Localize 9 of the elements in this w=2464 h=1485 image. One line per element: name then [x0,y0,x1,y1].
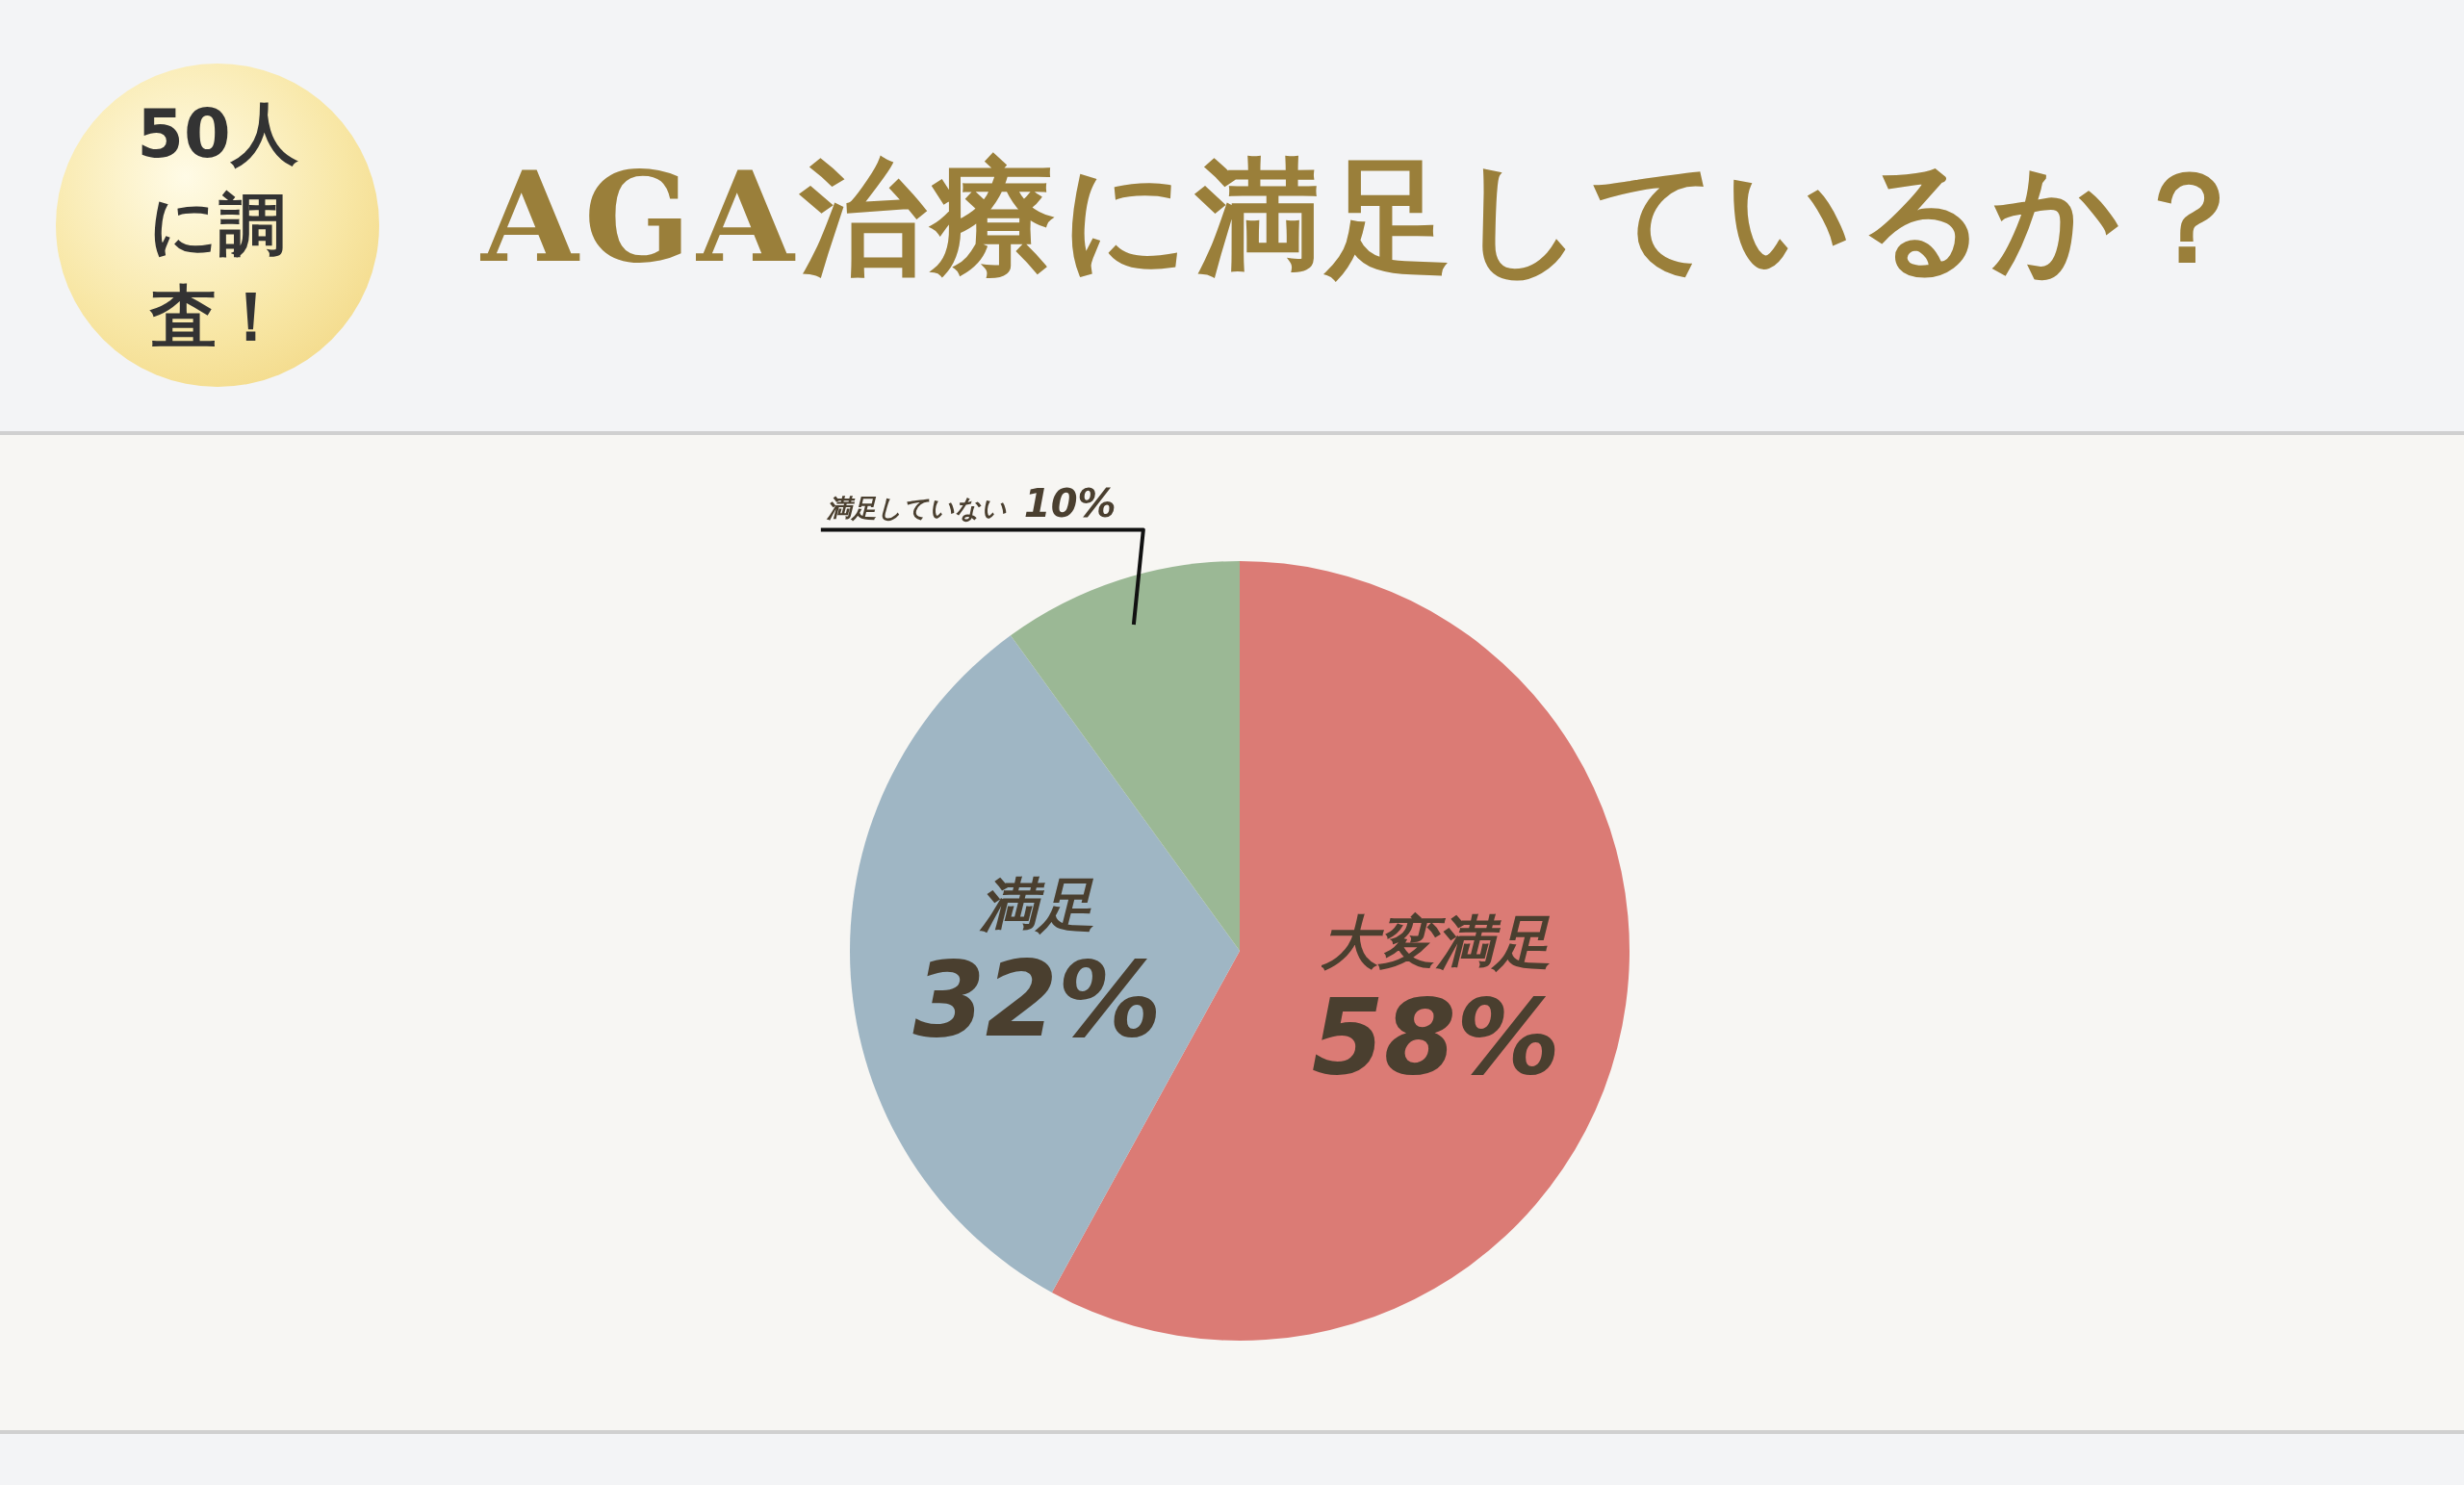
slice-label: 満足 [978,871,1095,939]
chart-title: AGA治療に満足しているか？ [481,142,2257,293]
slice-label: 大変満足 [1320,909,1552,977]
data-label: 32% [912,939,1163,1061]
slice-label: 満足していない [825,493,1007,523]
medal-badge: 50人に調査！ [56,64,379,387]
pie-slice [850,635,1240,1293]
data-label: 58% [1311,977,1561,1098]
data-label: 10% [1023,480,1116,525]
